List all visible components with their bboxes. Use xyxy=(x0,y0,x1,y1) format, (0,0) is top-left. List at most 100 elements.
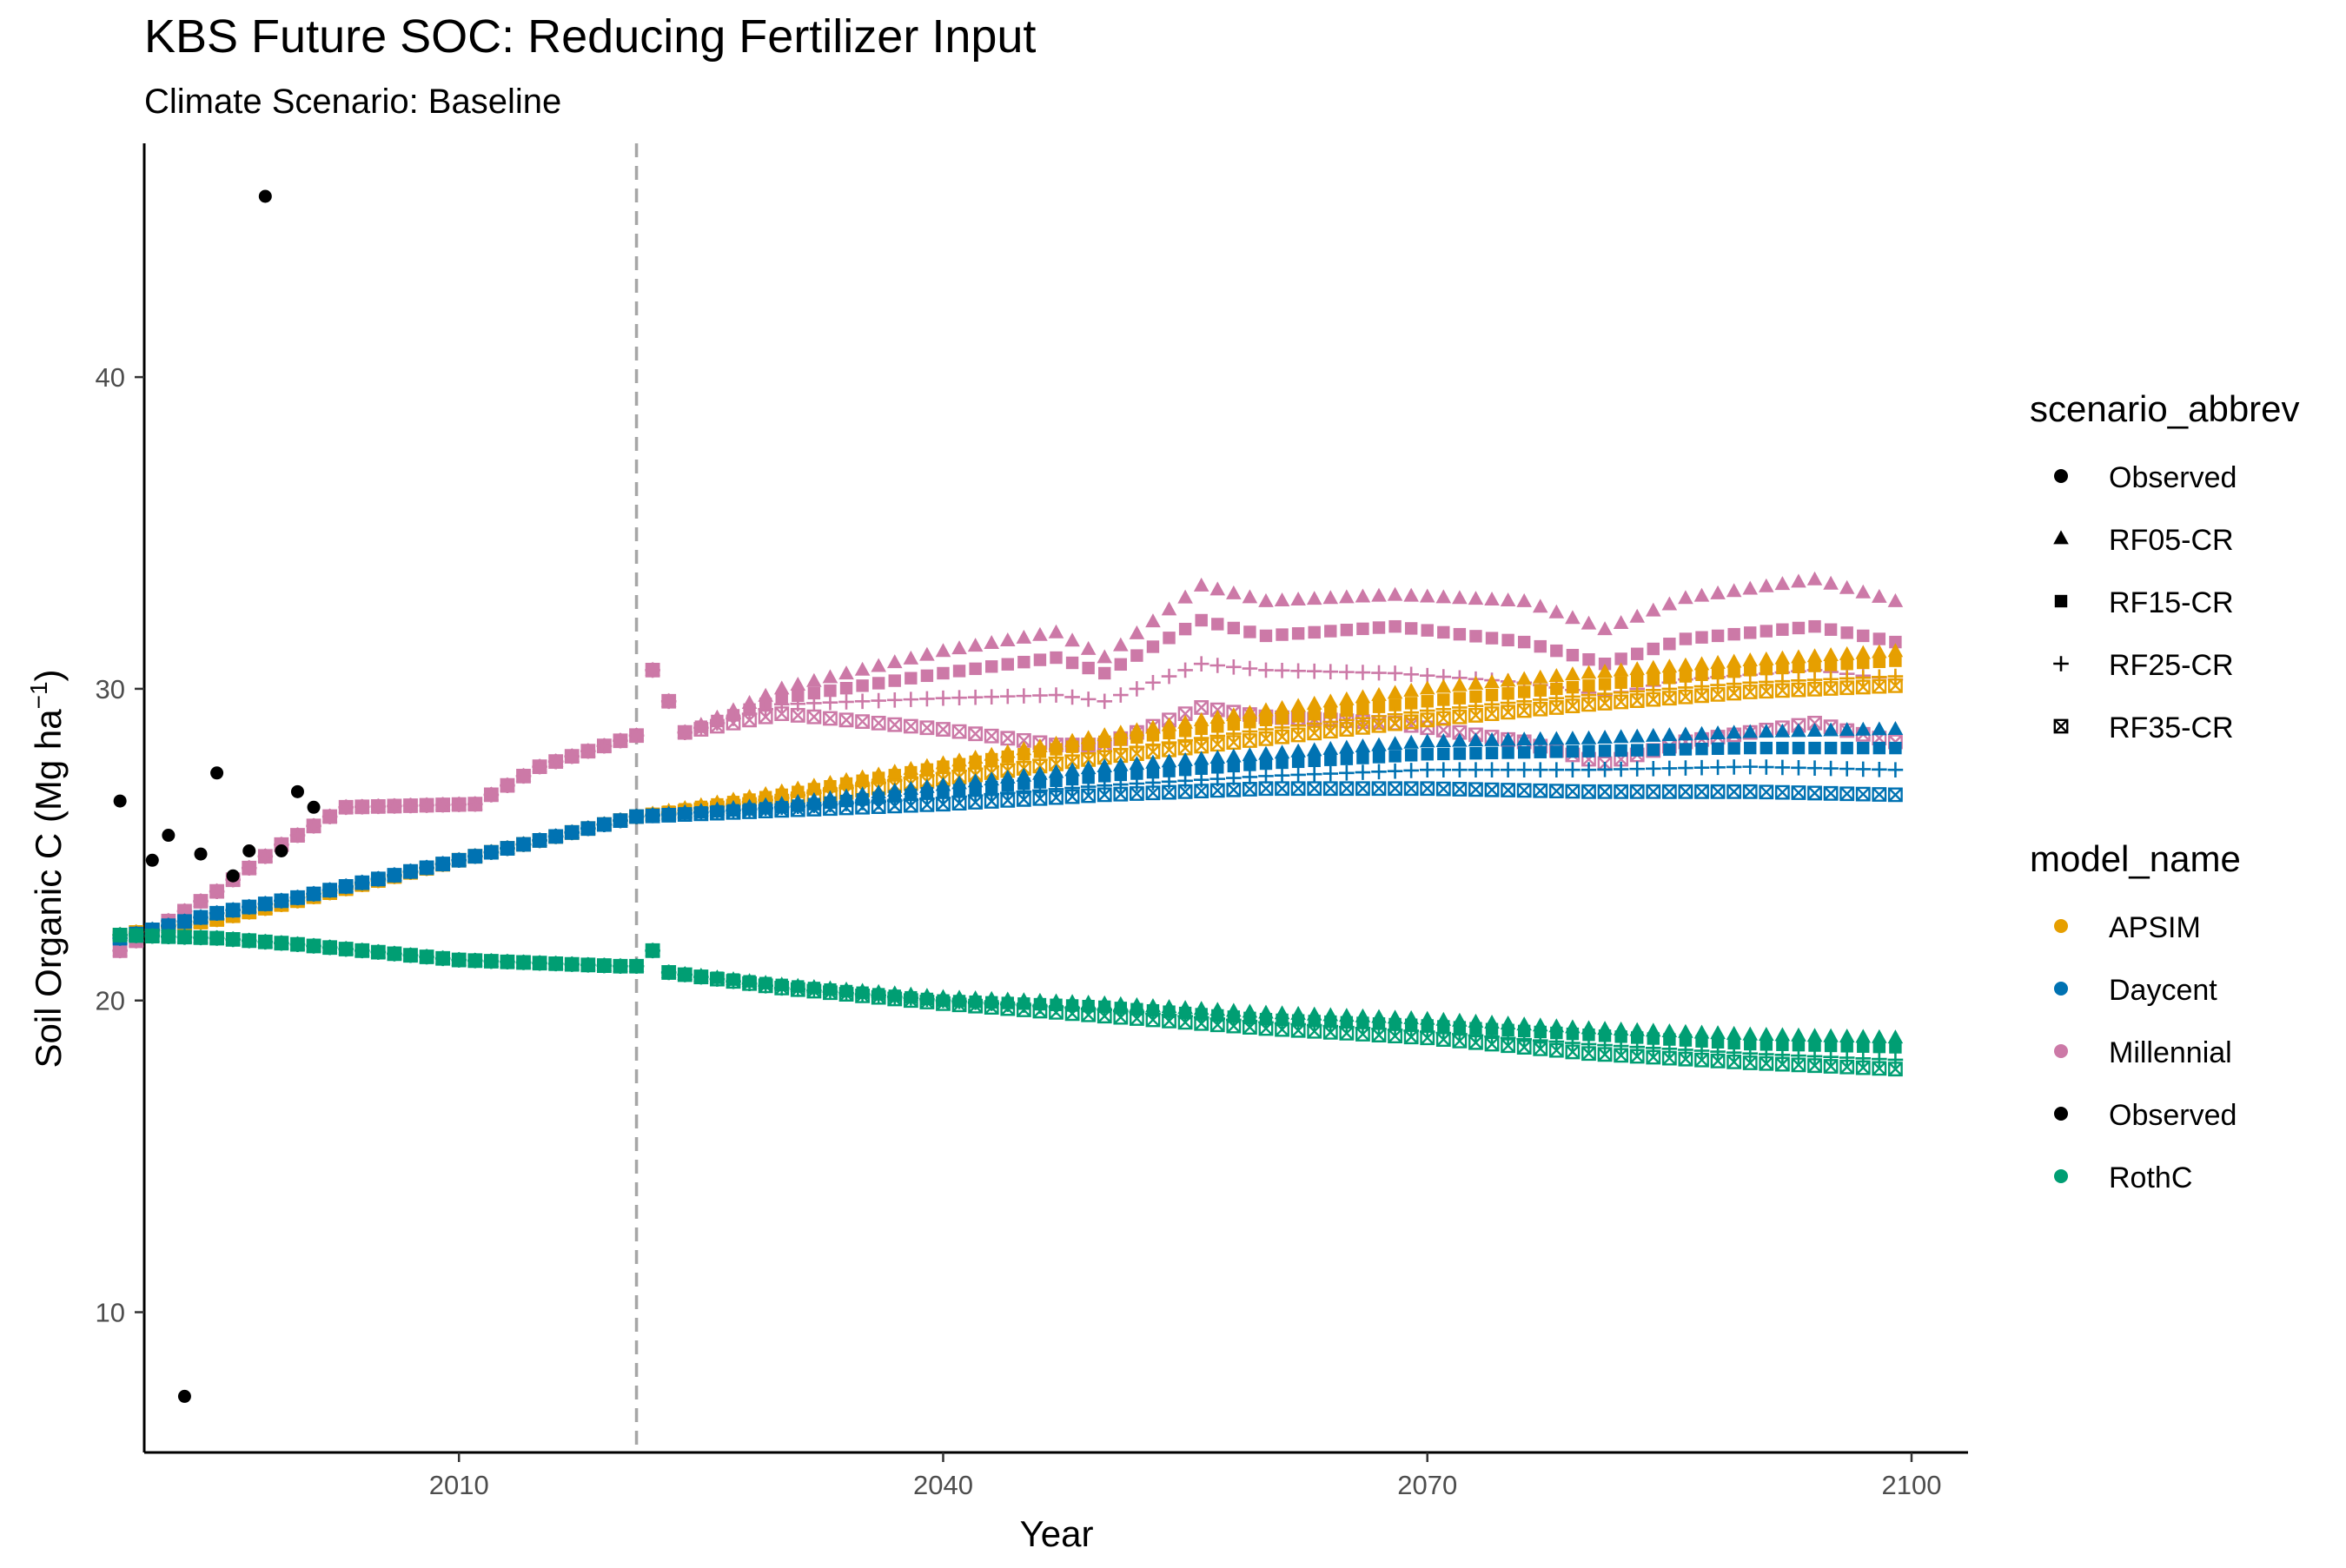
data-point xyxy=(1614,1030,1627,1043)
data-point xyxy=(1403,587,1419,602)
data-point xyxy=(1645,659,1661,674)
data-point xyxy=(903,797,918,813)
data-point xyxy=(1308,625,1321,639)
data-point xyxy=(564,824,580,840)
data-point xyxy=(1485,746,1499,760)
data-point xyxy=(1887,1029,1904,1044)
data-point xyxy=(1242,589,1258,604)
data-point xyxy=(1517,635,1531,649)
x-tick-label: 2070 xyxy=(1397,1470,1457,1500)
data-point xyxy=(306,886,321,902)
data-point xyxy=(1548,731,1565,745)
data-point xyxy=(1774,723,1791,738)
data-point xyxy=(1774,650,1791,665)
data-point xyxy=(1663,1033,1676,1046)
data-point xyxy=(1340,704,1354,718)
data-point xyxy=(1485,688,1499,702)
data-point xyxy=(1307,725,1322,741)
data-point xyxy=(1839,722,1855,737)
data-point xyxy=(1469,746,1482,760)
data-point xyxy=(984,660,998,673)
data-point xyxy=(1048,781,1064,797)
data-point xyxy=(1419,703,1435,718)
data-point xyxy=(1322,765,1339,782)
data-point xyxy=(824,684,837,698)
data-point xyxy=(1274,719,1290,736)
data-point xyxy=(1388,619,1402,633)
data-point xyxy=(1276,711,1289,724)
data-point xyxy=(1339,664,1355,680)
data-point xyxy=(1645,727,1661,742)
data-point xyxy=(1534,684,1547,697)
data-point xyxy=(1726,1044,1742,1061)
data-point xyxy=(742,804,757,819)
data-point xyxy=(1727,1036,1740,1050)
data-point xyxy=(1226,725,1242,742)
data-point xyxy=(1872,632,1886,645)
legend-key-rf15-cr xyxy=(2054,594,2068,608)
data-point xyxy=(596,958,612,973)
data-point xyxy=(1597,1037,1613,1053)
data-point xyxy=(1403,781,1419,797)
data-point xyxy=(1275,781,1289,797)
data-point xyxy=(1710,759,1726,776)
data-point xyxy=(1469,690,1482,704)
data-point xyxy=(1113,786,1129,802)
data-point xyxy=(1290,781,1306,797)
data-point xyxy=(1017,748,1031,761)
data-point xyxy=(1421,695,1434,708)
data-point xyxy=(984,635,999,650)
data-point xyxy=(1517,1024,1531,1038)
data-point xyxy=(1647,672,1660,686)
data-point xyxy=(1823,785,1839,801)
legend-label: Millennial xyxy=(2109,1036,2232,1069)
data-point xyxy=(1163,726,1176,740)
data-point xyxy=(1550,1026,1563,1040)
data-point xyxy=(886,654,903,669)
data-point xyxy=(419,797,434,813)
data-point xyxy=(1484,762,1500,778)
data-point xyxy=(1887,668,1904,685)
data-point xyxy=(1776,623,1789,636)
legend-label: RF25-CR xyxy=(2109,649,2234,682)
data-point xyxy=(1339,691,1355,705)
data-point xyxy=(1339,1026,1355,1041)
data-point xyxy=(1161,734,1177,751)
data-point xyxy=(1759,578,1774,592)
data-point xyxy=(1807,681,1822,697)
data-point xyxy=(1759,784,1774,800)
y-tick-label: 20 xyxy=(96,986,125,1016)
data-point xyxy=(1437,747,1450,761)
data-point xyxy=(1050,651,1063,665)
data-point xyxy=(1500,695,1516,711)
data-point xyxy=(741,801,758,817)
data-point xyxy=(1065,772,1079,786)
data-point xyxy=(1452,732,1468,747)
data-point xyxy=(1177,1015,1193,1030)
data-point xyxy=(1597,685,1613,702)
data-point xyxy=(129,928,144,943)
data-point xyxy=(1565,784,1581,799)
data-point xyxy=(1484,592,1500,606)
data-point xyxy=(1371,708,1387,724)
data-point xyxy=(1855,721,1872,736)
data-point xyxy=(1177,740,1193,756)
data-point xyxy=(387,798,402,814)
data-point xyxy=(209,883,224,899)
data-point xyxy=(1808,1039,1821,1052)
data-point xyxy=(871,799,886,814)
data-point xyxy=(1760,662,1773,676)
data-point xyxy=(1806,571,1823,586)
data-point xyxy=(693,806,709,822)
data-point xyxy=(1727,742,1740,755)
data-point xyxy=(1565,698,1581,714)
data-point xyxy=(774,980,790,996)
data-point xyxy=(1565,610,1581,625)
observed-point xyxy=(307,800,321,814)
data-point xyxy=(435,950,451,966)
data-point xyxy=(355,875,370,890)
data-point xyxy=(1306,663,1322,679)
data-point xyxy=(1290,718,1306,734)
data-point xyxy=(1080,640,1097,655)
